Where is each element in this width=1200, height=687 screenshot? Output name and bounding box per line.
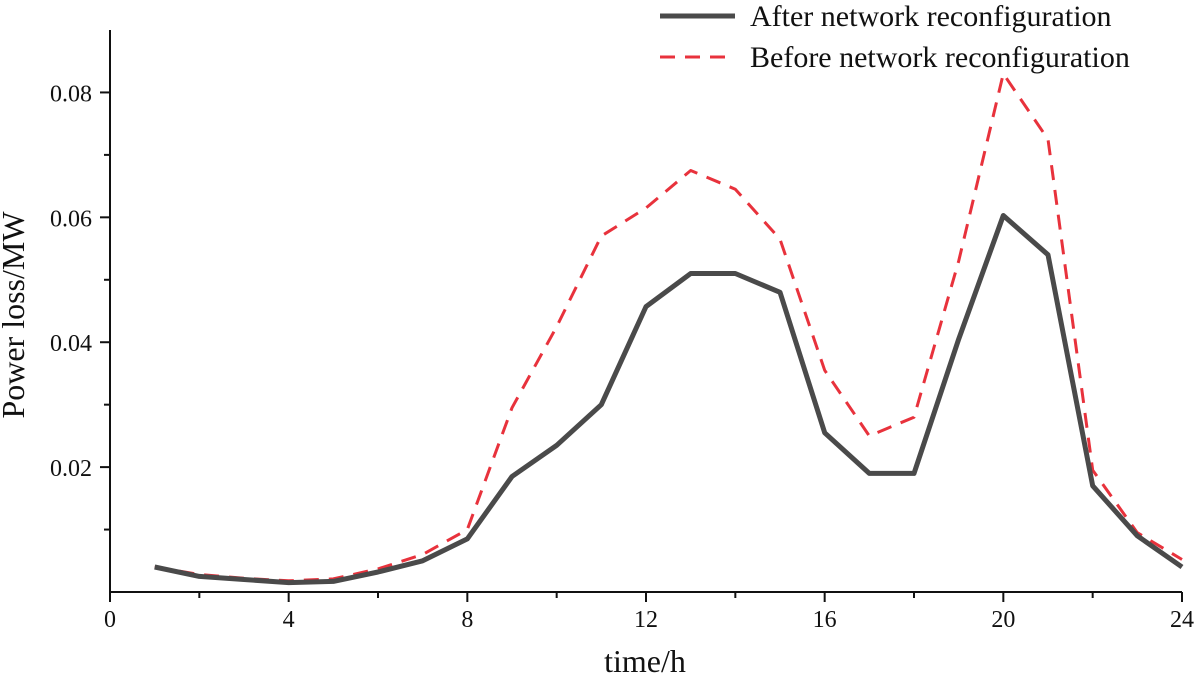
x-tick-label: 8: [461, 607, 473, 633]
x-tick-label: 16: [813, 607, 837, 633]
x-axis-title: time/h: [604, 643, 686, 679]
y-tick-label: 0.08: [50, 81, 92, 107]
x-tick-label: 24: [1170, 607, 1194, 633]
x-tick-label: 20: [991, 607, 1015, 633]
legend-label-before: Before network reconfiguration: [750, 41, 1130, 74]
tick-labels: 0 4 8 12 16 20 24 0.02 0.04 0.06 0.08: [50, 81, 1194, 633]
x-tick-label: 12: [634, 607, 658, 633]
legend-label-after: After network reconfiguration: [750, 0, 1112, 33]
y-tick-label: 0.04: [50, 331, 92, 357]
series-lines: [154, 72, 1184, 586]
series-before-line: [154, 72, 1183, 583]
y-tick-label: 0.02: [50, 456, 92, 482]
legend: After network reconfiguration Before net…: [660, 0, 1130, 74]
y-axis-title: Power loss/MW: [0, 211, 31, 419]
y-tick-label: 0.06: [50, 206, 92, 232]
x-tick-label: 0: [104, 607, 116, 633]
series-after-line: [154, 213, 1184, 586]
ticks: [100, 91, 1183, 602]
x-tick-label: 4: [283, 607, 295, 633]
